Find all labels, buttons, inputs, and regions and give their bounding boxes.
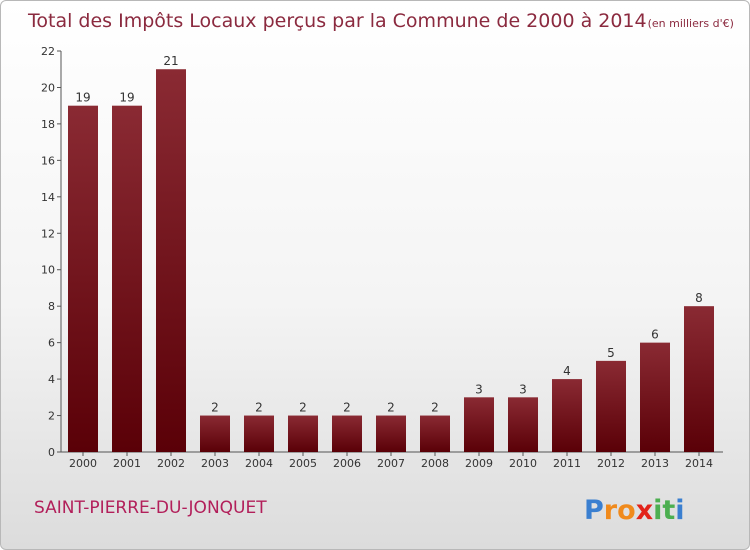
bar-2009 xyxy=(464,397,494,452)
x-tick-label: 2012 xyxy=(597,457,625,470)
y-tick-label: 20 xyxy=(41,81,55,94)
bar-2002 xyxy=(156,69,186,453)
x-tick-label: 2006 xyxy=(333,457,361,470)
bar-2013 xyxy=(640,342,670,452)
logo-letter: i xyxy=(653,495,662,526)
x-tick-label: 2011 xyxy=(553,457,581,470)
data-label-2001: 19 xyxy=(119,91,134,105)
bar-2012 xyxy=(596,360,626,452)
data-label-2002: 21 xyxy=(163,54,178,68)
x-tick-label: 2004 xyxy=(245,457,273,470)
y-tick-label: 10 xyxy=(41,264,55,277)
bar-2003 xyxy=(200,415,230,452)
data-label-2010: 3 xyxy=(519,382,527,396)
bar-2000 xyxy=(68,105,98,452)
bar-2001 xyxy=(112,105,142,452)
data-label-2009: 3 xyxy=(475,382,483,396)
logo-letter: o xyxy=(617,495,636,526)
bar-2014 xyxy=(684,306,714,452)
chart-unit: (en milliers d'€) xyxy=(648,17,734,30)
data-label-2012: 5 xyxy=(607,346,615,360)
x-tick-label: 2000 xyxy=(69,457,97,470)
logo-letter: x xyxy=(636,495,653,526)
bar-2006 xyxy=(332,415,362,452)
data-label-2011: 4 xyxy=(563,364,571,378)
bar-2005 xyxy=(288,415,318,452)
logo-letter: r xyxy=(604,495,618,526)
bar-2007 xyxy=(376,415,406,452)
y-tick-label: 18 xyxy=(41,118,55,131)
bar-2011 xyxy=(552,379,582,452)
bar-2004 xyxy=(244,415,274,452)
y-tick-label: 16 xyxy=(41,154,55,167)
y-tick-label: 4 xyxy=(48,373,55,386)
bar-2008 xyxy=(420,415,450,452)
y-tick-label: 2 xyxy=(48,410,55,423)
data-label-2000: 19 xyxy=(75,91,90,105)
proxiti-logo: Proxiti xyxy=(584,495,685,526)
x-tick-label: 2010 xyxy=(509,457,537,470)
x-tick-label: 2002 xyxy=(157,457,185,470)
x-tick-label: 2013 xyxy=(641,457,669,470)
data-labels: 19 19 21 2 2 2 2 2 2 3 3 4 5 6 8 xyxy=(75,54,702,414)
data-label-2005: 2 xyxy=(299,401,307,415)
y-tick-label: 14 xyxy=(41,191,55,204)
logo-letter: t xyxy=(662,495,675,526)
data-label-2014: 8 xyxy=(695,291,703,305)
data-label-2006: 2 xyxy=(343,401,351,415)
y-tick-label: 6 xyxy=(48,337,55,350)
logo-letter: i xyxy=(675,495,684,526)
y-tick-label: 12 xyxy=(41,227,55,240)
data-label-2003: 2 xyxy=(211,401,219,415)
x-tick-label: 2001 xyxy=(113,457,141,470)
x-tick-label: 2008 xyxy=(421,457,449,470)
x-tick-label: 2007 xyxy=(377,457,405,470)
y-tick-label: 0 xyxy=(48,446,55,459)
y-tick-label: 22 xyxy=(41,45,55,58)
data-label-2013: 6 xyxy=(651,328,659,342)
x-tick-label: 2003 xyxy=(201,457,229,470)
commune-name: SAINT-PIERRE-DU-JONQUET xyxy=(34,498,267,518)
x-tick-label: 2005 xyxy=(289,457,317,470)
x-tick-label: 2014 xyxy=(685,457,713,470)
chart-title: Total des Impôts Locaux perçus par la Co… xyxy=(27,10,734,32)
logo-letter: P xyxy=(584,495,604,526)
data-label-2007: 2 xyxy=(387,401,395,415)
data-label-2004: 2 xyxy=(255,401,263,415)
y-tick-label: 8 xyxy=(48,300,55,313)
bar-2010 xyxy=(508,397,538,452)
data-label-2008: 2 xyxy=(431,401,439,415)
chart-title-text: Total des Impôts Locaux perçus par la Co… xyxy=(27,10,647,32)
x-tick-label: 2009 xyxy=(465,457,493,470)
bars xyxy=(68,69,714,453)
